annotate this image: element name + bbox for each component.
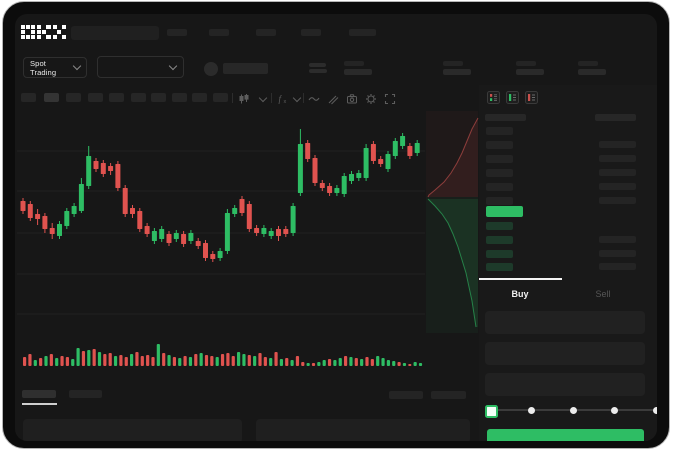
chevron-down-icon <box>168 61 178 70</box>
bid-row-price[interactable] <box>486 250 513 258</box>
pair-name-placeholder <box>223 63 268 74</box>
timeframe-button[interactable] <box>44 93 59 102</box>
bid-row-price[interactable] <box>486 263 513 271</box>
market-type-label: Spot Trading <box>30 58 57 77</box>
timeframe-button[interactable] <box>131 93 146 102</box>
tab-indicator <box>479 278 562 280</box>
app-canvas: Spot Trading f x <box>15 14 657 441</box>
bid-row-amount[interactable] <box>599 263 636 270</box>
book-asks-icon[interactable] <box>525 91 538 104</box>
bottom-input-right[interactable] <box>256 419 470 441</box>
ask-row-amount[interactable] <box>599 183 636 190</box>
slider-stop-dot[interactable] <box>611 406 618 414</box>
indicators-icon[interactable]: f x <box>276 92 289 105</box>
fullscreen-icon[interactable] <box>383 92 396 105</box>
stat-label <box>443 61 463 66</box>
bid-row-amount[interactable] <box>599 236 636 243</box>
ask-row-price[interactable] <box>486 183 513 191</box>
pair-selector[interactable] <box>97 56 184 78</box>
chevron-down-icon[interactable] <box>290 93 303 106</box>
ask-row-amount[interactable] <box>599 197 636 204</box>
bid-row-amount[interactable] <box>599 250 636 257</box>
nav-item[interactable] <box>301 29 321 36</box>
bottom-action-placeholder[interactable] <box>431 391 466 399</box>
settings-icon[interactable] <box>364 92 377 105</box>
chevron-down-icon <box>72 61 82 71</box>
timeframe-button[interactable] <box>109 93 124 102</box>
logo-letter <box>52 25 67 39</box>
logo-letter <box>21 25 35 39</box>
bottom-tab[interactable] <box>69 390 102 398</box>
coin-avatar <box>204 62 218 76</box>
ask-row-price[interactable] <box>486 127 513 135</box>
bottom-tab-active[interactable] <box>22 390 56 398</box>
book-combined-icon[interactable] <box>487 91 500 104</box>
last-price-highlight <box>486 206 523 217</box>
chevron-down-icon[interactable] <box>256 93 269 106</box>
stat-value <box>578 69 606 75</box>
timeframe-button[interactable] <box>151 93 166 102</box>
stat-value <box>516 69 544 75</box>
ask-row-price[interactable] <box>486 141 513 149</box>
bottom-action-placeholder[interactable] <box>389 391 423 399</box>
bottom-input-left[interactable] <box>23 419 242 441</box>
svg-text:f: f <box>278 94 282 104</box>
logo-letter <box>36 25 51 39</box>
book-header-price <box>485 114 526 121</box>
order-form-input[interactable] <box>485 373 645 396</box>
line-style-icon[interactable] <box>307 92 320 105</box>
bottom-tab-underline <box>22 403 57 405</box>
timeframe-button[interactable] <box>21 93 36 102</box>
stat-value <box>443 69 471 75</box>
stat-label <box>578 61 598 66</box>
market-type-selector[interactable]: Spot Trading <box>23 57 87 78</box>
order-form-input[interactable] <box>485 342 645 365</box>
book-header-amount <box>595 114 636 121</box>
ask-row-price[interactable] <box>486 169 513 177</box>
app-window: Spot Trading f x <box>15 14 657 441</box>
order-form-input[interactable] <box>485 311 645 334</box>
camera-icon[interactable] <box>345 92 358 105</box>
timeframe-button[interactable] <box>88 93 103 102</box>
timeframe-button[interactable] <box>172 93 187 102</box>
nav-item[interactable] <box>209 29 229 36</box>
slider-stop-dot[interactable] <box>569 406 577 414</box>
book-bids-icon[interactable] <box>506 91 519 104</box>
stat-label <box>516 61 536 66</box>
bid-row-price[interactable] <box>486 236 513 244</box>
ask-row-amount[interactable] <box>599 155 636 162</box>
slider-stop-dot[interactable] <box>528 406 535 414</box>
okx-logo[interactable] <box>21 25 67 39</box>
candles-icon[interactable] <box>237 92 250 105</box>
tab-sell[interactable]: Sell <box>595 289 611 299</box>
svg-text:x: x <box>283 99 286 105</box>
nav-item[interactable] <box>256 29 276 36</box>
stat-value <box>344 69 372 75</box>
timeframe-button[interactable] <box>66 93 81 102</box>
timeframe-button[interactable] <box>213 93 228 102</box>
nav-item[interactable] <box>167 29 187 36</box>
nav-item[interactable] <box>349 29 376 36</box>
ask-row-amount[interactable] <box>599 141 636 148</box>
ask-row-amount[interactable] <box>599 169 636 176</box>
buy-submit-button[interactable] <box>487 429 644 441</box>
stat-label <box>344 61 364 66</box>
draw-tools-icon[interactable] <box>326 92 339 105</box>
tab-buy[interactable]: Buy <box>511 289 529 299</box>
slider-stop-dot[interactable] <box>652 406 657 414</box>
ask-row-price[interactable] <box>486 197 513 205</box>
ask-row-price[interactable] <box>486 155 513 163</box>
timeframe-button[interactable] <box>192 93 207 102</box>
search-input[interactable] <box>71 26 159 40</box>
price-line-placeholder <box>309 63 326 67</box>
price-line-placeholder <box>309 69 327 73</box>
amount-slider-handle[interactable] <box>485 405 498 418</box>
bid-row-price[interactable] <box>486 222 513 230</box>
